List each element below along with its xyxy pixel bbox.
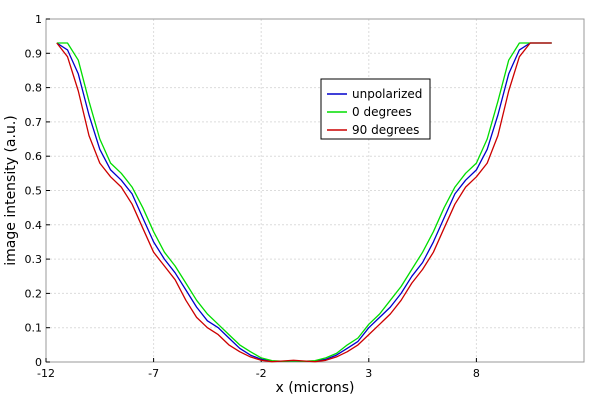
y-tick-label: 1: [35, 13, 42, 26]
ticks: 0 0.1 0.2 0.3 0.4 0.5 0.6 0.7 0.8 0.9 1 -12 -7 -2 3 8: [25, 13, 480, 380]
legend: unpolarized 0 degrees 90 degrees: [320, 78, 431, 140]
series-lines: [56, 42, 552, 363]
x-tick-label: -12: [37, 367, 55, 380]
y-tick-label: 0.9: [25, 47, 43, 60]
y-tick-label: 0.1: [25, 322, 43, 335]
y-tick-label: 0.3: [25, 253, 43, 266]
series-line-90-degrees: [56, 42, 552, 363]
y-tick-label: 0.5: [25, 185, 43, 198]
legend-box: [320, 78, 431, 140]
x-axis-title: x (microns): [275, 380, 354, 396]
legend-label: 90 degrees: [352, 123, 419, 137]
y-tick-label: 0.6: [25, 150, 43, 163]
y-tick-label: 0.2: [25, 287, 43, 300]
x-tick-label: -7: [148, 367, 159, 380]
y-tick-label: 0.8: [25, 82, 43, 95]
y-tick-label: 0: [35, 356, 42, 369]
x-tick-label: 3: [365, 367, 372, 380]
x-tick-label: -2: [256, 367, 267, 380]
grid: [45, 18, 584, 363]
y-tick-label: 0.7: [25, 116, 43, 129]
x-tick-label: 8: [473, 367, 480, 380]
legend-label: unpolarized: [352, 87, 422, 101]
y-axis-title: image intensity (a.u.): [3, 115, 19, 265]
legend-label: 0 degrees: [352, 105, 412, 119]
y-tick-label: 0.4: [25, 219, 43, 232]
